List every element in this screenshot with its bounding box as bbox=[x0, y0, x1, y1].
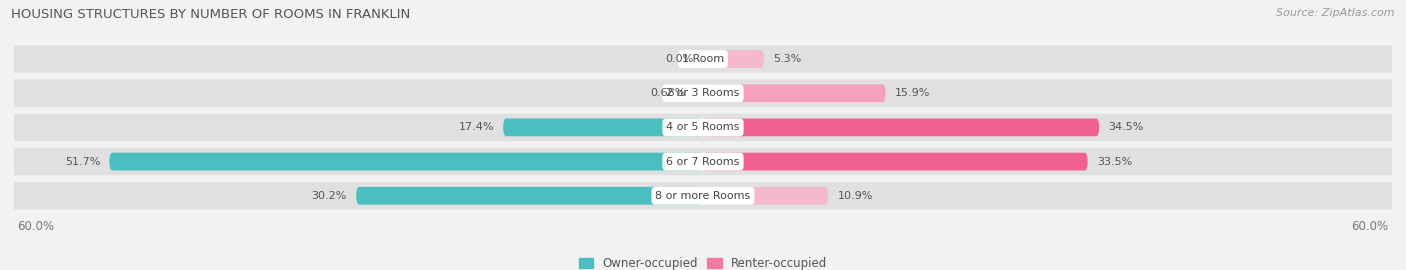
FancyBboxPatch shape bbox=[8, 114, 1398, 141]
FancyBboxPatch shape bbox=[703, 119, 1099, 136]
FancyBboxPatch shape bbox=[110, 153, 703, 170]
Text: 51.7%: 51.7% bbox=[65, 157, 100, 167]
FancyBboxPatch shape bbox=[503, 119, 703, 136]
Text: 60.0%: 60.0% bbox=[17, 220, 55, 233]
Text: 0.0%: 0.0% bbox=[665, 54, 693, 64]
Text: 6 or 7 Rooms: 6 or 7 Rooms bbox=[666, 157, 740, 167]
Text: 33.5%: 33.5% bbox=[1097, 157, 1132, 167]
FancyBboxPatch shape bbox=[703, 50, 763, 68]
Text: Source: ZipAtlas.com: Source: ZipAtlas.com bbox=[1277, 8, 1395, 18]
FancyBboxPatch shape bbox=[703, 84, 886, 102]
Text: 4 or 5 Rooms: 4 or 5 Rooms bbox=[666, 122, 740, 132]
FancyBboxPatch shape bbox=[8, 45, 1398, 73]
Text: HOUSING STRUCTURES BY NUMBER OF ROOMS IN FRANKLIN: HOUSING STRUCTURES BY NUMBER OF ROOMS IN… bbox=[11, 8, 411, 21]
FancyBboxPatch shape bbox=[8, 148, 1398, 175]
Text: 60.0%: 60.0% bbox=[1351, 220, 1389, 233]
Text: 8 or more Rooms: 8 or more Rooms bbox=[655, 191, 751, 201]
FancyBboxPatch shape bbox=[8, 80, 1398, 107]
Text: 2 or 3 Rooms: 2 or 3 Rooms bbox=[666, 88, 740, 98]
Text: 5.3%: 5.3% bbox=[773, 54, 801, 64]
Text: 30.2%: 30.2% bbox=[312, 191, 347, 201]
Text: 15.9%: 15.9% bbox=[894, 88, 931, 98]
Text: 1 Room: 1 Room bbox=[682, 54, 724, 64]
Text: 0.68%: 0.68% bbox=[651, 88, 686, 98]
Text: 34.5%: 34.5% bbox=[1108, 122, 1143, 132]
FancyBboxPatch shape bbox=[695, 84, 703, 102]
FancyBboxPatch shape bbox=[703, 187, 828, 205]
FancyBboxPatch shape bbox=[356, 187, 703, 205]
Text: 10.9%: 10.9% bbox=[838, 191, 873, 201]
Text: 17.4%: 17.4% bbox=[458, 122, 494, 132]
FancyBboxPatch shape bbox=[8, 182, 1398, 210]
FancyBboxPatch shape bbox=[703, 153, 1088, 170]
Legend: Owner-occupied, Renter-occupied: Owner-occupied, Renter-occupied bbox=[574, 253, 832, 270]
